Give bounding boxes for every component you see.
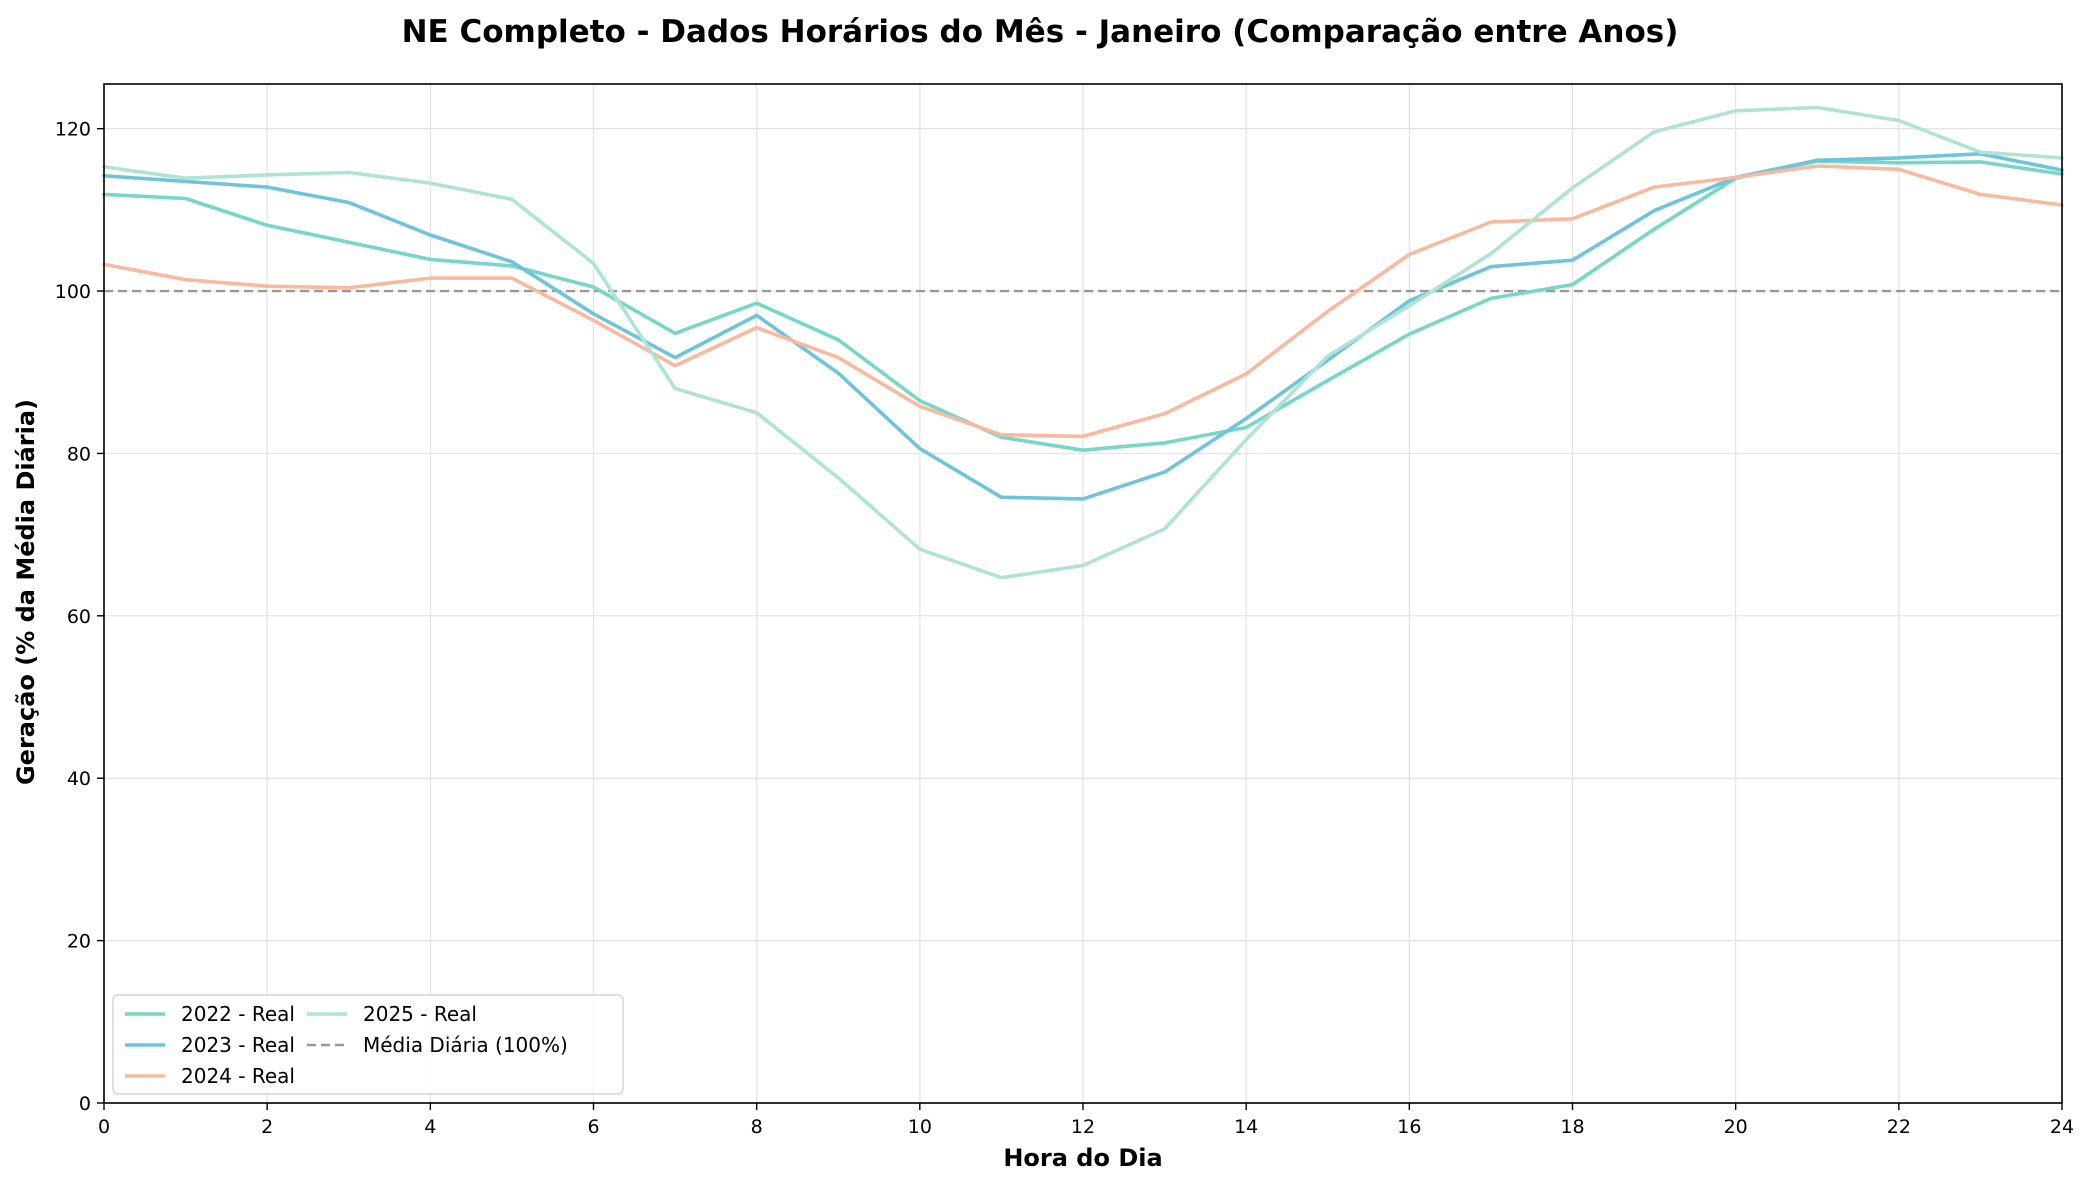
x-tick-label: 18 — [1560, 1116, 1584, 1138]
legend-label: 2023 - Real — [181, 1033, 295, 1057]
series-line-2025 — [102, 105, 2064, 580]
x-tick-label: 6 — [587, 1116, 599, 1138]
series-line-2024 — [102, 164, 2064, 439]
x-tick-label: 10 — [908, 1116, 932, 1138]
legend-label: 2024 - Real — [181, 1064, 295, 1088]
x-tick-label: 4 — [424, 1116, 436, 1138]
legend: 2022 - Real 2023 - Real 2024 - Real 2025 - … — [112, 994, 624, 1095]
y-tick-label: 100 — [55, 281, 91, 303]
x-tick-label: 0 — [98, 1116, 110, 1138]
y-tick-label: 80 — [67, 443, 91, 465]
y-tick-label: 0 — [79, 1093, 91, 1115]
x-tick-label: 14 — [1234, 1116, 1258, 1138]
y-tick-label: 120 — [55, 119, 91, 141]
x-tick-label: 22 — [1887, 1116, 1911, 1138]
y-axis-label: Geração (% da Média Diária) — [12, 399, 40, 785]
x-tick-label: 16 — [1397, 1116, 1421, 1138]
legend-label: Média Diária (100%) — [363, 1033, 568, 1057]
grid — [103, 84, 2063, 1104]
y-tick-label: 40 — [67, 768, 91, 790]
legend-box — [112, 994, 624, 1095]
legend-label: 2022 - Real — [181, 1002, 295, 1026]
chart-title: NE Completo - Dados Horários do Mês - Ja… — [402, 14, 1679, 50]
x-tick-label: 12 — [1071, 1116, 1095, 1138]
y-tick-label: 60 — [67, 606, 91, 628]
series-layer — [102, 105, 2064, 580]
y-tick-label: 20 — [67, 931, 91, 953]
x-tick-label: 24 — [2050, 1116, 2074, 1138]
x-axis-label: Hora do Dia — [1003, 1144, 1162, 1172]
x-tick-label: 2 — [261, 1116, 273, 1138]
x-tick-label: 8 — [751, 1116, 763, 1138]
legend-label: 2025 - Real — [363, 1002, 477, 1026]
x-tick-label: 20 — [1724, 1116, 1748, 1138]
